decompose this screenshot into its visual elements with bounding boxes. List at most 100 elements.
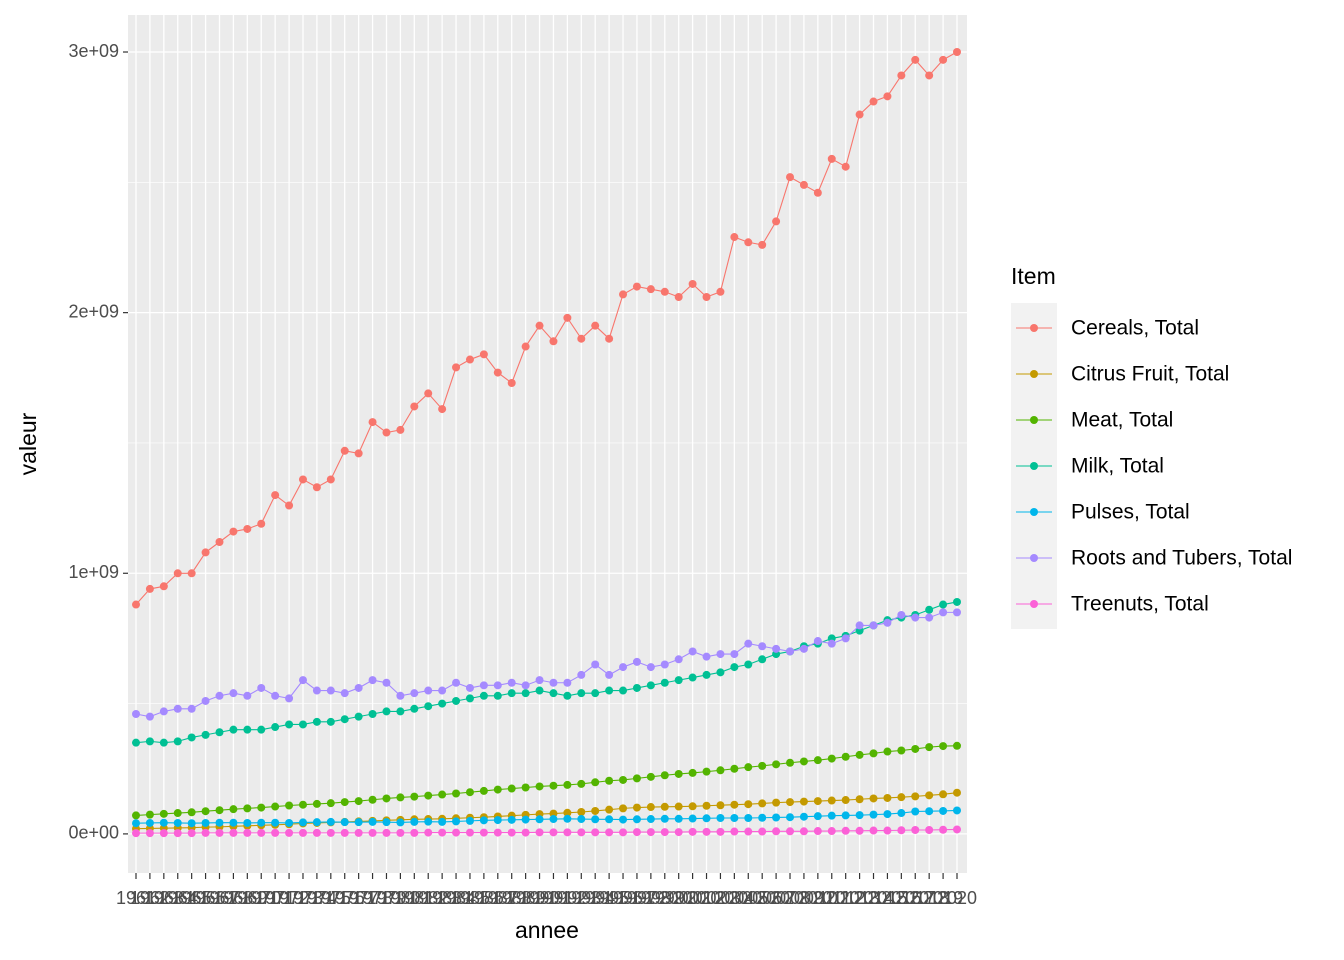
- x-tick-label: 1963: [144, 888, 184, 908]
- data-point: [591, 806, 600, 815]
- data-point: [326, 817, 335, 826]
- data-point: [674, 293, 683, 302]
- data-point: [855, 110, 864, 119]
- data-point: [632, 828, 641, 837]
- data-point: [549, 689, 558, 698]
- data-point: [312, 483, 321, 492]
- data-point: [883, 826, 892, 835]
- data-point: [772, 798, 781, 807]
- x-tick-label: 1996: [603, 888, 643, 908]
- data-point: [660, 828, 669, 837]
- data-point: [243, 828, 252, 837]
- data-point: [298, 818, 307, 827]
- data-point: [271, 491, 280, 500]
- legend-label: Cereals, Total: [1071, 317, 1199, 340]
- x-tick-label: 2010: [798, 888, 838, 908]
- data-point: [939, 790, 948, 799]
- data-point: [145, 818, 154, 827]
- data-point: [465, 683, 474, 692]
- data-point: [744, 639, 753, 648]
- data-point: [229, 527, 238, 536]
- data-point: [827, 639, 836, 648]
- data-point: [925, 743, 934, 752]
- data-point: [368, 676, 377, 685]
- data-point: [159, 707, 168, 716]
- legend-label: Pulses, Total: [1071, 501, 1190, 524]
- x-tick-label: 2006: [742, 888, 782, 908]
- data-point: [452, 828, 461, 837]
- data-point: [326, 475, 335, 484]
- x-tick-label: 2017: [895, 888, 935, 908]
- data-point: [368, 828, 377, 837]
- x-axis-title: annee: [515, 917, 579, 943]
- data-point: [841, 811, 850, 820]
- data-point: [813, 812, 822, 821]
- x-tick-label: 2002: [687, 888, 727, 908]
- data-point: [632, 774, 641, 783]
- data-point: [465, 694, 474, 703]
- x-tick-label: 1983: [422, 888, 462, 908]
- data-point: [201, 548, 210, 557]
- x-tick-label: 1995: [589, 888, 629, 908]
- data-point: [744, 814, 753, 823]
- data-point: [730, 800, 739, 809]
- data-point: [424, 828, 433, 837]
- data-point: [758, 642, 767, 651]
- y-axis-title: valeur: [15, 412, 41, 475]
- data-point: [285, 694, 294, 703]
- data-point: [549, 678, 558, 687]
- data-point: [215, 728, 224, 737]
- data-point: [827, 154, 836, 163]
- data-point: [772, 644, 781, 653]
- data-point: [605, 815, 614, 824]
- data-point: [563, 780, 572, 789]
- data-point: [465, 788, 474, 797]
- data-point: [925, 71, 934, 80]
- data-point: [132, 600, 140, 609]
- data-point: [159, 829, 168, 838]
- data-point: [298, 475, 307, 484]
- x-tick-label: 2014: [853, 888, 893, 908]
- data-point: [869, 810, 878, 819]
- data-point: [702, 670, 711, 679]
- data-point: [452, 363, 461, 372]
- data-point: [563, 828, 572, 837]
- data-point: [145, 737, 154, 746]
- x-tick-label: 1975: [311, 888, 351, 908]
- data-point: [674, 655, 683, 664]
- data-point: [354, 828, 363, 837]
- x-tick-label: 1986: [464, 888, 504, 908]
- data-point: [813, 637, 822, 646]
- data-point: [229, 725, 238, 734]
- data-point: [744, 763, 753, 772]
- x-tick-label: 1969: [227, 888, 267, 908]
- data-point: [605, 686, 614, 695]
- data-point: [632, 815, 641, 824]
- x-tick-label: 2011: [812, 888, 851, 908]
- data-point: [799, 757, 808, 766]
- data-point: [953, 597, 961, 606]
- data-point: [298, 720, 307, 729]
- data-point: [326, 828, 335, 837]
- x-tick-label: 2008: [770, 888, 810, 908]
- data-point: [132, 710, 140, 719]
- data-point: [159, 809, 168, 818]
- data-point: [702, 827, 711, 836]
- data-point: [424, 817, 433, 826]
- data-point: [605, 670, 614, 679]
- data-point: [187, 819, 196, 828]
- x-tick-label: 2016: [881, 888, 921, 908]
- data-point: [855, 750, 864, 759]
- data-point: [660, 814, 669, 823]
- data-point: [577, 334, 586, 343]
- data-point: [925, 807, 934, 816]
- data-point: [632, 683, 641, 692]
- data-point: [479, 816, 488, 825]
- data-point: [688, 673, 697, 682]
- data-point: [730, 663, 739, 672]
- legend-label: Roots and Tubers, Total: [1071, 547, 1292, 570]
- x-tick-label: 1974: [297, 888, 337, 908]
- data-point: [925, 825, 934, 834]
- data-point: [841, 796, 850, 805]
- data-point: [577, 815, 586, 824]
